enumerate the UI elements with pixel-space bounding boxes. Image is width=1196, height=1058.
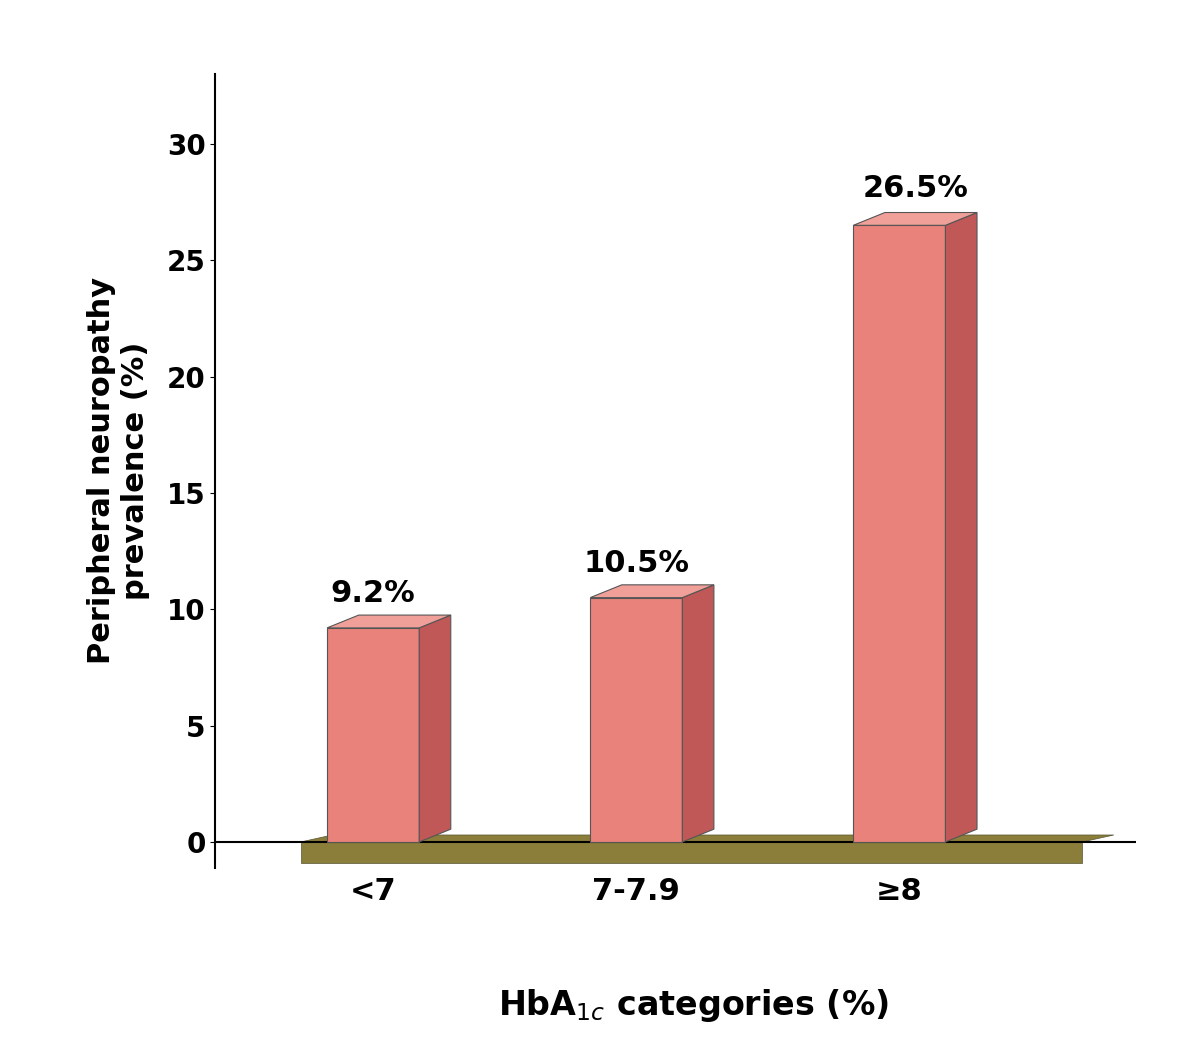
Polygon shape xyxy=(854,225,945,842)
Polygon shape xyxy=(591,585,714,598)
Polygon shape xyxy=(327,615,451,627)
Polygon shape xyxy=(591,598,682,842)
Polygon shape xyxy=(854,213,977,225)
Text: HbA$_{1c}$ categories (%): HbA$_{1c}$ categories (%) xyxy=(499,987,889,1023)
Polygon shape xyxy=(301,842,1082,863)
Text: 9.2%: 9.2% xyxy=(331,579,415,608)
Polygon shape xyxy=(419,615,451,842)
Polygon shape xyxy=(301,835,1113,842)
Polygon shape xyxy=(682,585,714,842)
Y-axis label: Peripheral neuropathy
prevalence (%): Peripheral neuropathy prevalence (%) xyxy=(87,277,150,664)
Polygon shape xyxy=(945,213,977,842)
Polygon shape xyxy=(327,627,419,842)
Text: 26.5%: 26.5% xyxy=(862,175,968,203)
Text: 10.5%: 10.5% xyxy=(584,549,689,578)
